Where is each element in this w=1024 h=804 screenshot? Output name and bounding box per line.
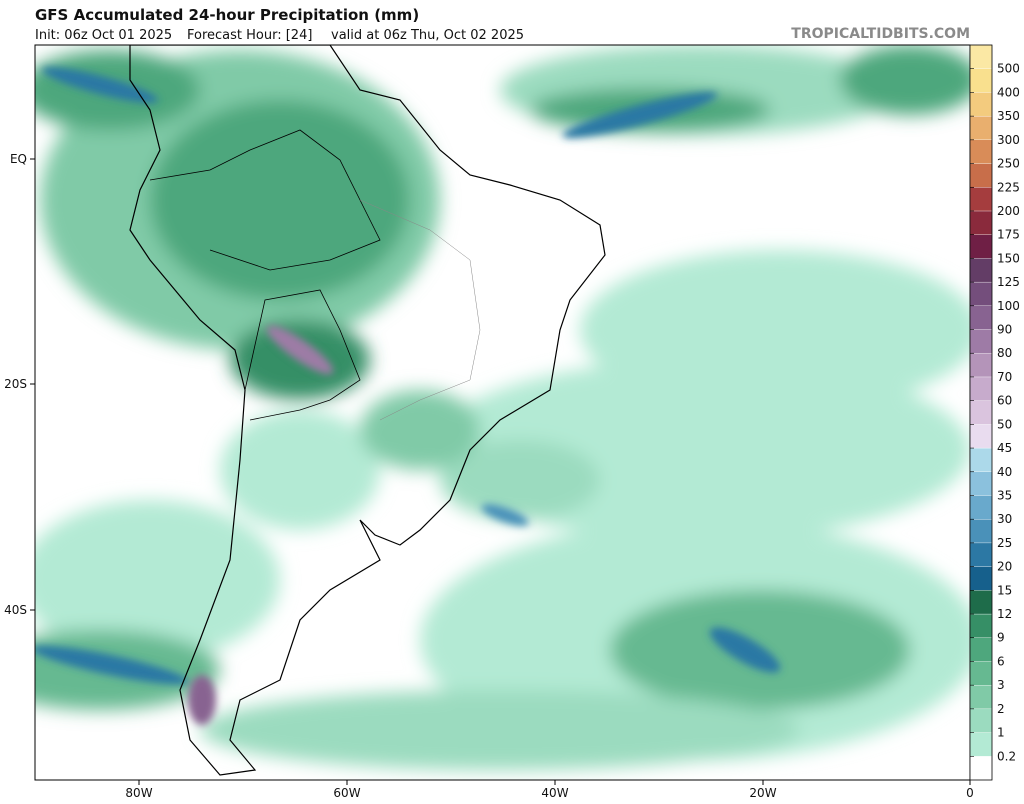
colorbar: 0.21236912152025303540455060708090100125… xyxy=(969,44,1020,781)
colorbar-label: 225 xyxy=(997,180,1020,194)
colorbar-label: 250 xyxy=(997,157,1020,171)
colorbar-label: 150 xyxy=(997,251,1020,265)
colorbar-label: 175 xyxy=(997,228,1020,242)
precip-field xyxy=(35,45,970,770)
colorbar-box xyxy=(969,187,993,212)
title: GFS Accumulated 24-hour Precipitation (m… xyxy=(35,6,419,24)
map-axes: EQ 20S 40S 80W 60W 40W 20W 0 xyxy=(4,152,974,800)
colorbar-label: 90 xyxy=(997,323,1012,337)
heavy-precip xyxy=(35,67,781,725)
colorbar-box xyxy=(969,68,993,93)
colorbar-box xyxy=(969,613,993,638)
lon-label: 20W xyxy=(749,786,776,800)
map-area xyxy=(35,45,970,780)
colorbar-box xyxy=(969,115,993,140)
lon-label: 0 xyxy=(966,786,974,800)
colorbar-label: 1 xyxy=(997,726,1005,740)
forecast-hour: Forecast Hour: [24] xyxy=(187,28,312,43)
colorbar-box xyxy=(969,234,993,259)
colorbar-box xyxy=(969,376,993,401)
colorbar-label: 200 xyxy=(997,204,1020,218)
colorbar-box xyxy=(969,495,993,520)
lon-label: 40W xyxy=(541,786,568,800)
colorbar-label: 50 xyxy=(997,417,1012,431)
colorbar-label: 25 xyxy=(997,536,1012,550)
lon-label: 60W xyxy=(333,786,360,800)
colorbar-box xyxy=(969,542,993,567)
colorbar-box xyxy=(969,92,993,117)
colorbar-label: 3 xyxy=(997,678,1005,692)
colorbar-label: 12 xyxy=(997,607,1012,621)
colorbar-box xyxy=(969,424,993,449)
init-time: Init: 06z Oct 01 2025 xyxy=(35,28,172,43)
colorbar-label: 300 xyxy=(997,133,1020,147)
colorbar-box xyxy=(969,305,993,330)
colorbar-label: 40 xyxy=(997,465,1012,479)
colorbar-label: 60 xyxy=(997,394,1012,408)
colorbar-box xyxy=(969,661,993,686)
colorbar-label: 70 xyxy=(997,370,1012,384)
colorbar-label: 350 xyxy=(997,109,1020,123)
colorbar-label: 35 xyxy=(997,488,1012,502)
colorbar-box xyxy=(969,708,993,733)
colorbar-box xyxy=(969,210,993,235)
colorbar-box xyxy=(969,329,993,354)
colorbar-label: 45 xyxy=(997,441,1012,455)
colorbar-label: 80 xyxy=(997,346,1012,360)
border xyxy=(359,199,481,421)
lon-label: 80W xyxy=(125,786,152,800)
colorbar-label: 30 xyxy=(997,512,1012,526)
lat-label: 40S xyxy=(4,603,27,617)
colorbar-box xyxy=(969,44,993,69)
colorbar-label: 125 xyxy=(997,275,1020,289)
colorbar-box xyxy=(969,732,993,757)
colorbar-box xyxy=(969,756,993,781)
colorbar-label: 2 xyxy=(997,702,1005,716)
colorbar-box xyxy=(969,281,993,306)
colorbar-label: 15 xyxy=(997,583,1012,597)
colorbar-box xyxy=(969,353,993,378)
colorbar-box xyxy=(969,163,993,188)
colorbar-label: 500 xyxy=(997,62,1020,76)
colorbar-box xyxy=(969,637,993,662)
colorbar-box xyxy=(969,590,993,615)
colorbar-box xyxy=(969,685,993,710)
source-watermark: TROPICALTIDBITS.COM xyxy=(791,26,970,42)
lat-label: 20S xyxy=(4,377,27,391)
colorbar-label: 9 xyxy=(997,631,1005,645)
border xyxy=(149,129,381,271)
valid-time: valid at 06z Thu, Oct 02 2025 xyxy=(331,28,524,43)
colorbar-box xyxy=(969,566,993,591)
colorbar-box xyxy=(969,139,993,164)
colorbar-box xyxy=(969,447,993,472)
colorbar-box xyxy=(969,471,993,496)
colorbar-label: 100 xyxy=(997,299,1020,313)
colorbar-box xyxy=(969,519,993,544)
colorbar-label: 0.2 xyxy=(997,749,1016,763)
colorbar-box xyxy=(969,400,993,425)
coastline xyxy=(129,45,606,776)
colorbar-box xyxy=(969,258,993,283)
colorbar-label: 20 xyxy=(997,560,1012,574)
colorbar-label: 6 xyxy=(997,654,1005,668)
colorbar-label: 400 xyxy=(997,85,1020,99)
border xyxy=(244,289,361,421)
colorbar-frame xyxy=(969,44,993,781)
lat-label: EQ xyxy=(10,152,27,166)
